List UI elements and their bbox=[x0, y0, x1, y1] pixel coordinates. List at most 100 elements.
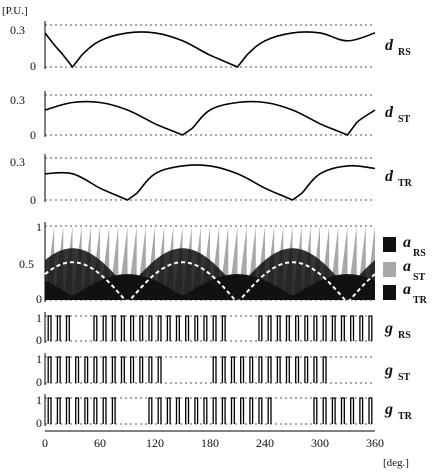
gate-pulse bbox=[340, 315, 345, 341]
gate-pulse bbox=[322, 397, 327, 424]
gate-pulse bbox=[249, 397, 254, 424]
gate-pulse bbox=[157, 397, 162, 424]
gate-pulse bbox=[111, 356, 116, 383]
gate-pulse bbox=[212, 397, 217, 424]
gate-pulse bbox=[185, 397, 190, 424]
x-axis: 0 60 120 180 240 300 360 bbox=[42, 430, 384, 450]
y-tick-label: 1 bbox=[36, 311, 42, 325]
x-tick-label: 0 bbox=[42, 436, 48, 450]
series-label-sub: TR bbox=[398, 178, 413, 189]
y-tick-label: 0.5 bbox=[19, 257, 34, 271]
y-tick-label: 0 bbox=[36, 333, 42, 347]
gate-pulse bbox=[240, 397, 245, 424]
gate-pulse bbox=[258, 356, 263, 383]
gate-pulse bbox=[65, 397, 70, 424]
gate-pulse bbox=[331, 315, 336, 341]
gate-pulse bbox=[130, 315, 135, 341]
y-tick-label: 0 bbox=[30, 128, 36, 142]
gate-pulse bbox=[212, 315, 217, 341]
gate-pulse bbox=[148, 315, 153, 341]
y-tick-label: 1 bbox=[36, 352, 42, 366]
y-tick-label: 0 bbox=[36, 292, 42, 306]
x-tick-label: 360 bbox=[366, 436, 384, 450]
gate-pulse bbox=[194, 397, 199, 424]
legend-label-sub: RS bbox=[413, 248, 426, 259]
gate-pulse bbox=[65, 356, 70, 383]
series-label-main: d bbox=[385, 168, 394, 185]
gate-pulse bbox=[65, 315, 70, 341]
gate-pulse bbox=[157, 356, 162, 383]
gate-pulse bbox=[93, 315, 98, 341]
gate-pulse bbox=[102, 356, 107, 383]
gate-pulse bbox=[157, 315, 162, 341]
gate-pulse bbox=[47, 315, 52, 341]
y-tick-label: 0.3 bbox=[10, 93, 25, 107]
gate-pulse bbox=[276, 356, 281, 383]
panel-ramps: 1 0.5 0 a RS a ST a TR bbox=[19, 220, 428, 306]
gate-pulse bbox=[139, 356, 144, 383]
series-line-dST bbox=[44, 100, 376, 136]
y-tick-label: 1 bbox=[36, 393, 42, 407]
gate-pulse bbox=[221, 356, 226, 383]
area-a-tr bbox=[45, 274, 375, 300]
gate-pulse bbox=[93, 397, 98, 424]
series-label-main: g bbox=[384, 362, 393, 379]
legend-swatch bbox=[383, 262, 396, 277]
series-label-sub: RS bbox=[398, 47, 411, 58]
gate-pulse bbox=[331, 397, 336, 424]
gate-pulse bbox=[322, 356, 327, 383]
legend-label-main: a bbox=[403, 258, 411, 275]
gate-pulse bbox=[203, 315, 208, 341]
gate-pulse bbox=[185, 315, 190, 341]
gate-pulse bbox=[313, 356, 318, 383]
gate-pulse bbox=[313, 315, 318, 341]
y-tick-label: 0 bbox=[30, 59, 36, 73]
series-label-main: g bbox=[384, 401, 393, 418]
gate-pulse bbox=[340, 397, 345, 424]
x-unit-label: [deg.] bbox=[383, 457, 409, 469]
panel-g-tr: 1 0 g TR bbox=[36, 393, 413, 430]
gate-pulse bbox=[194, 315, 199, 341]
y-tick-label: 0.3 bbox=[10, 23, 25, 37]
legend-swatch bbox=[383, 285, 396, 300]
gate-pulse bbox=[304, 315, 309, 341]
reference-curve bbox=[44, 261, 376, 302]
legend-swatch bbox=[383, 237, 396, 252]
gate-pulse bbox=[56, 397, 61, 424]
gate-pulse bbox=[221, 397, 226, 424]
gate-pulse bbox=[139, 315, 144, 341]
series-label-sub: ST bbox=[398, 114, 411, 125]
gate-pulse bbox=[102, 315, 107, 341]
y-tick-label: 0 bbox=[36, 375, 42, 389]
gate-pulse bbox=[295, 315, 300, 341]
gate-pulse bbox=[84, 356, 89, 383]
gate-pulse bbox=[130, 356, 135, 383]
gate-pulse bbox=[175, 315, 180, 341]
series-label-sub: TR bbox=[398, 411, 413, 422]
x-tick-label: 60 bbox=[94, 436, 106, 450]
panel-g-st: 1 0 g ST bbox=[36, 352, 411, 389]
y-tick-label: 0.3 bbox=[10, 155, 25, 169]
legend: a RS a ST a TR bbox=[383, 234, 428, 306]
panel-d-rs: 0.3 0 d RS bbox=[10, 23, 411, 73]
gate-pulse bbox=[148, 356, 153, 383]
series-label-main: d bbox=[385, 37, 394, 54]
gate-pulse bbox=[359, 315, 364, 341]
panel-g-rs: 1 0 g RS bbox=[36, 311, 411, 347]
gate-pulse bbox=[285, 356, 290, 383]
gate-pulse bbox=[102, 397, 107, 424]
gate-pulse bbox=[322, 315, 327, 341]
gate-pulse bbox=[258, 315, 263, 341]
gate-pulse bbox=[368, 397, 373, 424]
chart-marks bbox=[44, 21, 376, 426]
gate-pulse bbox=[350, 397, 355, 424]
gate-pulse bbox=[304, 356, 309, 383]
gate-pulse bbox=[120, 315, 125, 341]
legend-label-sub: TR bbox=[413, 295, 428, 306]
gate-pulse bbox=[267, 356, 272, 383]
x-tick-label: 120 bbox=[146, 436, 164, 450]
y-tick-label: 0 bbox=[36, 416, 42, 430]
y-unit-label: [P.U.] bbox=[2, 5, 28, 17]
gate-pulse bbox=[258, 397, 263, 424]
